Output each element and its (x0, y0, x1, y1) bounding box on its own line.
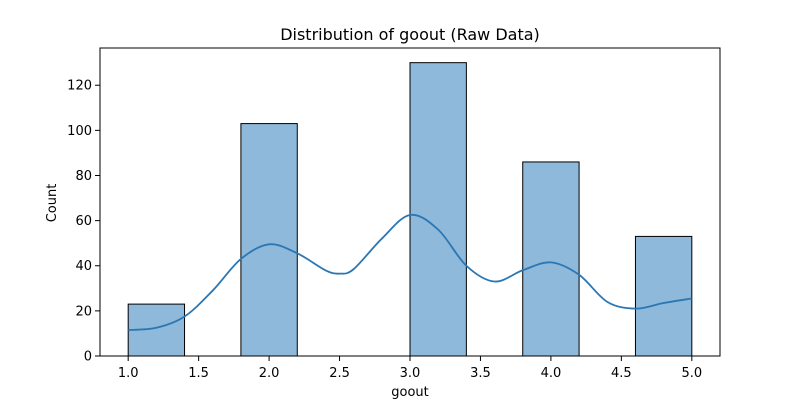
x-axis-label: goout (391, 385, 429, 400)
y-tick-label: 80 (75, 169, 92, 184)
x-tick-label: 4.5 (611, 366, 632, 381)
x-axis: 1.0 1.5 2.0 2.5 3.0 3.5 4.0 4.5 5.0 (118, 356, 702, 381)
x-tick-label: 5.0 (681, 366, 702, 381)
y-tick-label: 120 (67, 79, 92, 94)
y-tick-label: 40 (75, 259, 92, 274)
histogram-bar-5 (409, 62, 467, 357)
y-tick-label: 60 (75, 214, 92, 229)
y-tick-label: 0 (84, 350, 92, 365)
histogram-bar-7 (522, 161, 580, 357)
y-axis-label: Count (45, 184, 60, 223)
y-tick-label: 20 (75, 304, 92, 319)
x-tick-label: 3.5 (470, 366, 491, 381)
histogram-bar-2 (240, 123, 298, 357)
kde-curve (128, 213, 692, 331)
x-tick-label: 2.5 (329, 366, 350, 381)
histogram-bar-9 (634, 235, 693, 357)
x-tick-label: 3.0 (400, 366, 421, 381)
y-tick-label: 100 (67, 124, 92, 139)
chart-title: Distribution of goout (Raw Data) (280, 25, 540, 44)
x-tick-label: 1.0 (118, 366, 139, 381)
x-tick-label: 4.0 (541, 366, 562, 381)
x-tick-label: 2.0 (259, 366, 280, 381)
x-tick-label: 1.5 (188, 366, 209, 381)
y-axis: 0 20 40 60 80 100 120 (67, 79, 100, 365)
bars-group (127, 62, 693, 357)
